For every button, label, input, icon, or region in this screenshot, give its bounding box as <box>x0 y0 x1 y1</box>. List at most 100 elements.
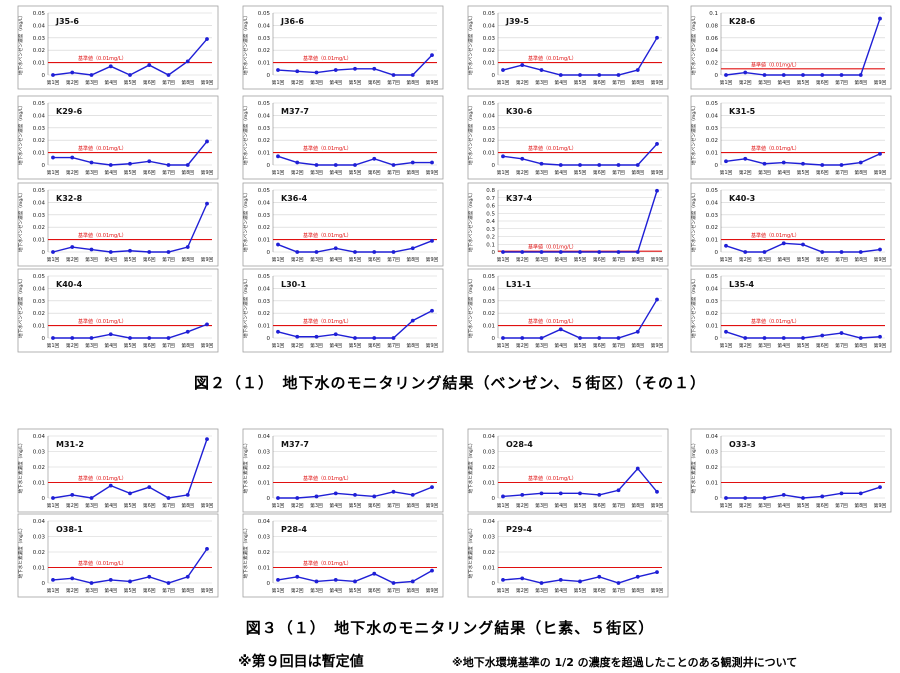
standard-label: 基準値（0.01mg/L） <box>303 55 352 62</box>
y-axis-label: 地下水ベンゼン濃度（mg/L） <box>690 103 697 165</box>
y-tick-label: 0.03 <box>483 535 496 541</box>
data-point <box>128 73 132 77</box>
x-tick-label: 第8回 <box>181 342 194 349</box>
y-tick-label: 0.02 <box>483 311 495 317</box>
data-point <box>108 483 113 488</box>
data-point <box>839 250 844 254</box>
y-tick-label: 0.02 <box>258 550 270 556</box>
x-tick-label: 第6回 <box>593 169 606 176</box>
x-tick-label: 第6回 <box>593 502 606 509</box>
x-tick-label: 第5回 <box>574 587 587 594</box>
data-point <box>108 332 113 337</box>
data-point <box>391 73 396 77</box>
data-point <box>205 547 209 551</box>
data-point <box>353 66 357 71</box>
x-tick-label: 第9回 <box>874 342 887 349</box>
y-tick-label: 0.03 <box>483 126 496 132</box>
data-point <box>635 466 640 471</box>
data-point <box>558 73 563 77</box>
x-tick-label: 第2回 <box>291 79 304 86</box>
data-point <box>578 336 582 340</box>
x-tick-label: 第1回 <box>47 342 60 349</box>
data-point <box>635 574 640 579</box>
chart-title: O33-3 <box>729 440 756 449</box>
y-tick-label: 0.02 <box>706 138 718 144</box>
y-tick-label: 0.03 <box>33 213 46 219</box>
x-tick-label: 第4回 <box>104 342 117 349</box>
y-tick-label: 0.03 <box>33 535 46 541</box>
x-tick-label: 第9回 <box>201 502 214 509</box>
data-point <box>333 68 338 72</box>
x-tick-label: 第7回 <box>835 169 848 176</box>
x-tick-label: 第3回 <box>758 502 771 509</box>
data-point <box>762 496 767 500</box>
y-axis-label: 地下水ベンゼン濃度（mg/L） <box>17 103 24 165</box>
x-tick-label: 第3回 <box>85 256 98 263</box>
data-point <box>520 63 525 67</box>
data-point <box>820 250 825 254</box>
data-point <box>878 334 882 339</box>
data-point <box>839 73 844 77</box>
x-tick-label: 第8回 <box>854 256 867 263</box>
y-tick-label: 0.01 <box>483 324 495 330</box>
x-tick-label: 第2回 <box>66 342 79 349</box>
data-point <box>820 163 825 167</box>
y-tick-label: 0.05 <box>706 188 719 194</box>
data-point <box>372 66 377 71</box>
data-point <box>391 250 396 254</box>
data-point <box>276 496 280 500</box>
x-tick-label: 第8回 <box>631 79 644 86</box>
chart-panel-j39-5: 地下水ベンゼン濃度（mg/L） 0 0.01 0.02 0.03 0.04 0.05 第1回第… <box>460 5 670 91</box>
x-tick-label: 第1回 <box>47 169 60 176</box>
y-tick-label: 0.01 <box>706 151 718 157</box>
x-tick-label: 第7回 <box>612 169 625 176</box>
x-tick-label: 第9回 <box>651 169 664 176</box>
x-tick-label: 第7回 <box>835 79 848 86</box>
chart-svg: 地下水ベンゼン濃度（mg/L）00.010.020.030.040.05第1回第… <box>690 268 892 353</box>
y-axis-label: 地下水ヒ素濃度（mg/L） <box>467 441 474 494</box>
data-point <box>520 493 525 497</box>
data-point <box>166 73 171 77</box>
x-tick-label: 第4回 <box>329 587 342 594</box>
data-point <box>295 574 300 579</box>
data-point <box>635 329 640 334</box>
y-tick-label: 0.05 <box>33 11 46 17</box>
x-tick-label: 第7回 <box>387 502 400 509</box>
y-tick-label: 0.03 <box>258 535 271 541</box>
standard-label: 基準値（0.01mg/L） <box>78 560 127 567</box>
x-tick-label: 第6回 <box>143 587 156 594</box>
x-tick-label: 第8回 <box>406 79 419 86</box>
standard-label: 基準値（0.01mg/L） <box>78 145 127 152</box>
chart-title: L30-1 <box>281 280 307 289</box>
data-point <box>520 156 525 161</box>
data-point <box>410 493 415 497</box>
y-tick-label: 0.01 <box>33 238 45 244</box>
data-point <box>372 336 377 340</box>
data-point <box>89 581 94 585</box>
y-tick-label: 0.04 <box>706 200 719 206</box>
x-tick-label: 第6回 <box>593 587 606 594</box>
y-tick-label: 0.05 <box>33 274 46 280</box>
x-tick-label: 第8回 <box>181 587 194 594</box>
x-tick-label: 第8回 <box>631 502 644 509</box>
data-point <box>185 493 190 497</box>
data-point <box>314 494 319 499</box>
data-point <box>724 159 728 164</box>
x-tick-label: 第5回 <box>574 342 587 349</box>
data-point <box>391 489 396 494</box>
x-tick-label: 第3回 <box>535 587 548 594</box>
data-point <box>128 336 132 340</box>
chart-svg: 地下水ヒ素濃度（mg/L）00.010.020.030.04第1回 第2回 第3回第… <box>242 428 444 513</box>
y-tick-label: 0.05 <box>33 101 46 107</box>
y-tick-label: 0.03 <box>33 299 46 305</box>
x-tick-label: 第2回 <box>739 79 752 86</box>
data-point <box>70 336 75 340</box>
x-tick-label: 第4回 <box>104 502 117 509</box>
x-tick-label: 第1回 <box>497 79 510 86</box>
y-tick-label: 0 <box>492 336 496 342</box>
data-point <box>430 53 434 58</box>
chart-panel-o28-4: 地下水ヒ素濃度（mg/L） 0 0.01 0.02 0.03 0.04 第1回 第2回 第3回第… <box>460 428 670 514</box>
x-tick-label: 第8回 <box>854 342 867 349</box>
x-tick-label: 第8回 <box>406 587 419 594</box>
data-point <box>128 161 132 166</box>
